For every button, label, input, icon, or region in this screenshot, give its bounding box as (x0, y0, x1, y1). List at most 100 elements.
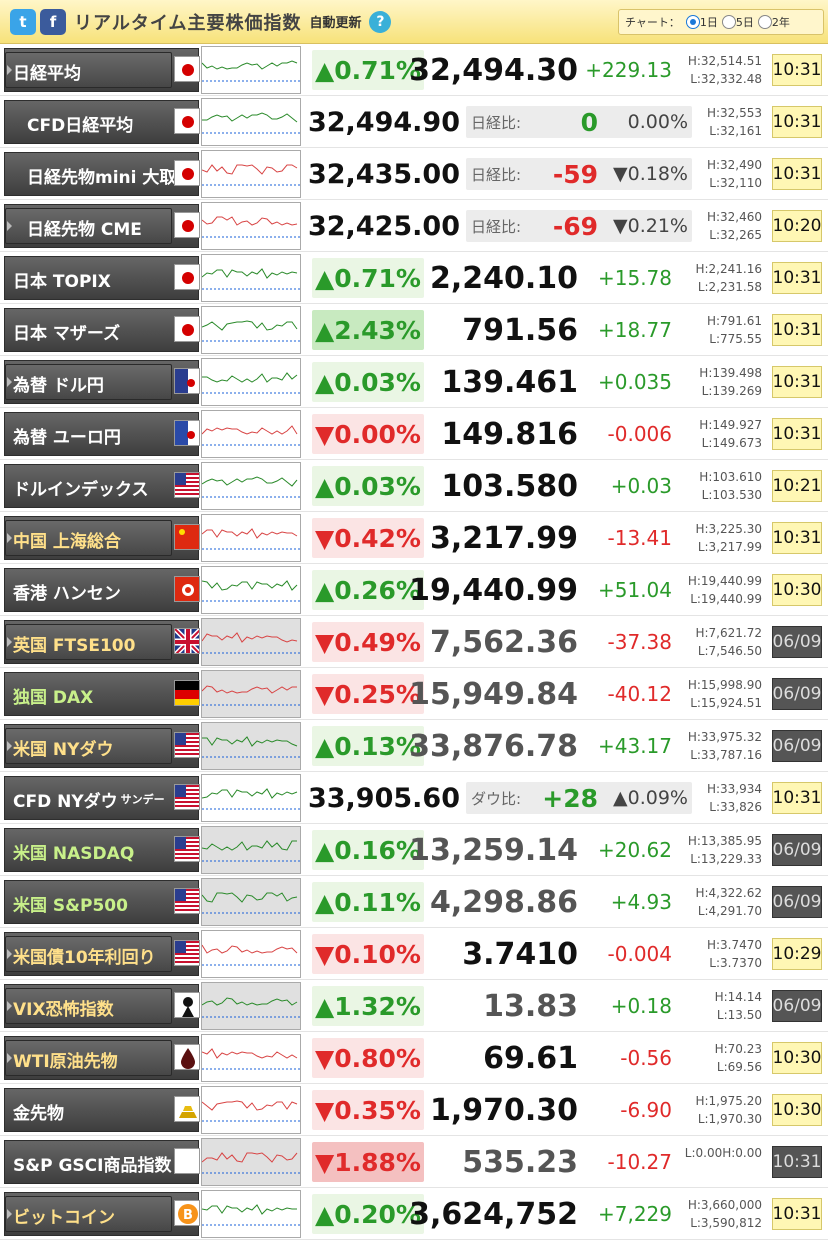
mini-chart[interactable] (201, 774, 301, 822)
high-value: H:1,975.20 (695, 1094, 762, 1108)
index-name-cell[interactable]: 米国 NYダウ (4, 724, 199, 768)
index-name-cell[interactable]: 香港 ハンセン (4, 568, 199, 612)
index-row: 為替 ドル円 ▲0.03% 139.461 +0.035 H:139.498 L:139.… (0, 356, 828, 408)
radio-1d[interactable] (685, 15, 700, 29)
index-name: 為替 ユーロ円 (13, 413, 121, 457)
chart-option-2y[interactable]: 2年 (754, 14, 790, 30)
mini-chart[interactable] (201, 1138, 301, 1186)
mini-chart[interactable] (201, 150, 301, 198)
radio-5d[interactable] (721, 15, 736, 29)
low-value: L:32,110 (709, 176, 762, 190)
expand-button[interactable] (5, 364, 172, 400)
mini-chart[interactable] (201, 826, 301, 874)
update-time: 06/09 (772, 730, 822, 762)
mini-chart[interactable] (201, 878, 301, 926)
index-name-cell[interactable]: CFD日経平均 (4, 100, 199, 144)
twitter-icon[interactable]: t (10, 8, 36, 35)
expand-button[interactable] (5, 208, 172, 244)
mini-chart[interactable] (201, 1034, 301, 1082)
index-name-cell[interactable]: S&P GSCI商品指数 (4, 1140, 199, 1184)
expand-button[interactable] (5, 624, 172, 660)
price-value: 33,876.78 (409, 728, 578, 764)
change-percent: ▲1.32% (312, 986, 424, 1026)
mini-chart[interactable] (201, 1086, 301, 1134)
high-low: H:3.7470 L:3.7370 (676, 934, 762, 974)
mini-chart[interactable] (201, 514, 301, 562)
expand-button[interactable] (5, 988, 172, 1024)
low-value: L:7,546.50 (697, 644, 762, 658)
high-value: H:2,241.16 (695, 262, 762, 276)
mini-chart[interactable] (201, 202, 301, 250)
index-name: 金先物 (13, 1089, 64, 1133)
index-name-cell[interactable]: 米国 NASDAQ (4, 828, 199, 872)
chart-option-5d[interactable]: 5日 (718, 14, 754, 30)
index-name: VIX恐怖指数 (13, 985, 114, 1029)
mini-chart[interactable] (201, 254, 301, 302)
mini-chart[interactable] (201, 930, 301, 978)
index-name-label: 英国 FTSE100 (13, 635, 136, 656)
mini-chart[interactable] (201, 306, 301, 354)
chart-option-1d[interactable]: 1日 (682, 14, 718, 30)
mini-chart[interactable] (201, 462, 301, 510)
index-name-cell[interactable]: ビットコイン (4, 1192, 199, 1236)
index-name-cell[interactable]: 日本 TOPIX (4, 256, 199, 300)
index-name-cell[interactable]: 日本 マザーズ (4, 308, 199, 352)
update-time: 10:30 (772, 1042, 822, 1074)
high-low: H:3,660,000 L:3,590,812 (676, 1194, 762, 1234)
expand-button[interactable] (5, 52, 172, 88)
mini-chart[interactable] (201, 46, 301, 94)
mini-chart[interactable] (201, 982, 301, 1030)
high-low: H:149.927 L:149.673 (676, 414, 762, 454)
high-value: H:13,385.95 (687, 834, 762, 848)
price-diff: -0.006 (607, 422, 672, 446)
index-name-cell[interactable]: CFD NYダウ サンデー (4, 776, 199, 820)
index-name-cell[interactable]: 為替 ユーロ円 (4, 412, 199, 456)
high-low: H:139.498 L:139.269 (676, 362, 762, 402)
price-diff: +0.18 (610, 994, 672, 1018)
expand-button[interactable] (5, 1196, 172, 1232)
mini-chart[interactable] (201, 670, 301, 718)
price-diff: -13.41 (607, 526, 672, 550)
high-value: H:103.610 (699, 470, 762, 484)
mini-chart[interactable] (201, 566, 301, 614)
index-name-cell[interactable]: WTI原油先物 (4, 1036, 199, 1080)
mini-chart[interactable] (201, 98, 301, 146)
index-name-cell[interactable]: 日経先物mini 大取 (4, 152, 199, 196)
expand-button[interactable] (5, 1040, 172, 1076)
expand-button[interactable] (5, 520, 172, 556)
index-name-cell[interactable]: 米国 S&P500 (4, 880, 199, 924)
index-name-cell[interactable]: 為替 ドル円 (4, 360, 199, 404)
expand-button[interactable] (5, 728, 172, 764)
index-name-cell[interactable]: 英国 FTSE100 (4, 620, 199, 664)
index-name-cell[interactable]: 日経先物 CME (4, 204, 199, 248)
index-name-cell[interactable]: 中国 上海総合 (4, 516, 199, 560)
high-low: H:14.14 L:13.50 (676, 986, 762, 1026)
index-name-cell[interactable]: 米国債10年利回り (4, 932, 199, 976)
mini-chart[interactable] (201, 722, 301, 770)
index-name-cell[interactable]: 独国 DAX (4, 672, 199, 716)
radio-2y[interactable] (757, 15, 772, 29)
index-name-cell[interactable]: VIX恐怖指数 (4, 984, 199, 1028)
index-name-cell[interactable]: ドルインデックス (4, 464, 199, 508)
change-percent: ▲0.26% (312, 570, 424, 610)
mini-chart[interactable] (201, 358, 301, 406)
change-percent: ▼0.25% (312, 674, 424, 714)
index-name-cell[interactable]: 日経平均 (4, 48, 199, 92)
help-icon[interactable]: ? (369, 10, 392, 33)
high-low: H:2,241.16 L:2,231.58 (676, 258, 762, 298)
eujp-flag-icon (174, 420, 200, 446)
index-name-label: VIX恐怖指数 (13, 999, 114, 1020)
update-time: 06/09 (772, 834, 822, 866)
index-name-cell[interactable]: 金先物 (4, 1088, 199, 1132)
high-low: H:32,460 L:32,265 (690, 206, 762, 246)
mini-chart[interactable] (201, 618, 301, 666)
high-low: H:13,385.95 L:13,229.33 (676, 830, 762, 870)
high-low: L:0.00H:0.00 (676, 1142, 762, 1182)
mini-chart[interactable] (201, 1190, 301, 1238)
facebook-icon[interactable]: f (40, 8, 66, 35)
jp-flag-icon (174, 108, 200, 134)
mini-chart[interactable] (201, 410, 301, 458)
expand-button[interactable] (5, 936, 172, 972)
cfd-compare-diff: -59 (552, 159, 598, 189)
low-value: L:19,440.99 (690, 592, 762, 606)
